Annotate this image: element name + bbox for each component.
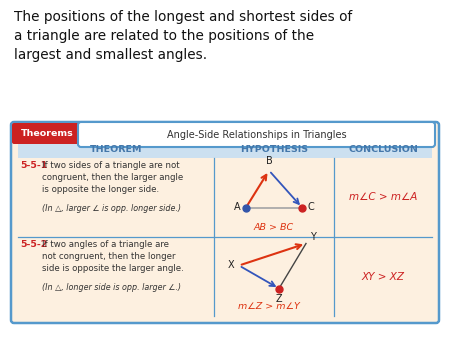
- Text: Theorems: Theorems: [21, 129, 73, 138]
- Text: 5-5-2: 5-5-2: [20, 240, 47, 249]
- FancyBboxPatch shape: [78, 122, 435, 147]
- Text: 5-5-1: 5-5-1: [20, 161, 47, 170]
- Text: A: A: [234, 202, 241, 213]
- Text: CONCLUSION: CONCLUSION: [348, 145, 418, 154]
- Text: B: B: [266, 156, 272, 167]
- FancyBboxPatch shape: [12, 123, 82, 144]
- Text: If two angles of a triangle are
not congruent, then the longer
side is opposite : If two angles of a triangle are not cong…: [42, 240, 184, 273]
- Text: The positions of the longest and shortest sides of
a triangle are related to the: The positions of the longest and shortes…: [14, 10, 352, 62]
- Text: AB > BC: AB > BC: [254, 223, 294, 232]
- Text: (In △, larger ∠ is opp. longer side.): (In △, larger ∠ is opp. longer side.): [42, 204, 181, 213]
- FancyBboxPatch shape: [11, 122, 439, 323]
- Text: Z: Z: [276, 293, 282, 304]
- Text: THEOREM: THEOREM: [90, 145, 142, 154]
- Text: C: C: [307, 202, 314, 213]
- Text: m∠C > m∠A: m∠C > m∠A: [349, 193, 417, 202]
- Text: (In △, longer side is opp. larger ∠.): (In △, longer side is opp. larger ∠.): [42, 283, 181, 292]
- Text: If two sides of a triangle are not
congruent, then the larger angle
is opposite : If two sides of a triangle are not congr…: [42, 161, 183, 194]
- Text: Angle-Side Relationships in Triangles: Angle-Side Relationships in Triangles: [166, 129, 346, 140]
- Text: XY > XZ: XY > XZ: [361, 271, 405, 282]
- Bar: [18, 142, 432, 158]
- Text: Y: Y: [310, 232, 316, 241]
- Text: HYPOTHESIS: HYPOTHESIS: [240, 145, 308, 154]
- Text: X: X: [227, 261, 234, 270]
- Text: m∠Z > m∠Y: m∠Z > m∠Y: [238, 302, 300, 311]
